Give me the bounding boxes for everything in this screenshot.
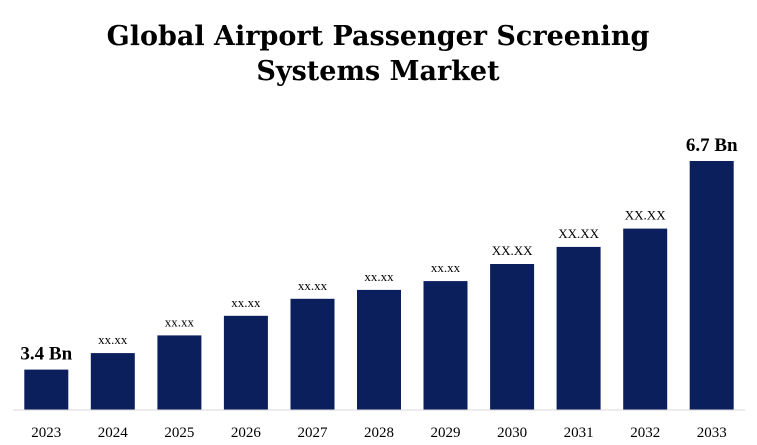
chart-title-line-1: Global Airport Passenger Screening xyxy=(107,21,650,52)
bar-2030 xyxy=(490,264,535,410)
chart-title-line-2: Systems Market xyxy=(256,56,500,87)
x-tick-label-2031: 2031 xyxy=(564,425,594,441)
bar-2023 xyxy=(24,369,69,410)
data-label-2023: 3.4 Bn xyxy=(20,344,72,365)
data-label-2030: XX.XX xyxy=(492,243,533,258)
x-tick-label-2024: 2024 xyxy=(98,425,129,441)
data-label-2024: xx.xx xyxy=(98,332,128,347)
x-tick-label-2023: 2023 xyxy=(31,425,61,441)
bar-2026 xyxy=(223,315,268,410)
data-label-2026: xx.xx xyxy=(231,295,261,310)
x-tick-label-2029: 2029 xyxy=(431,425,461,441)
bar-2031 xyxy=(556,246,601,410)
bar-2029 xyxy=(423,281,468,410)
bar-2025 xyxy=(157,335,202,410)
bar-2027 xyxy=(290,298,335,410)
data-label-2028: xx.xx xyxy=(364,269,394,284)
x-tick-label-2025: 2025 xyxy=(164,425,194,441)
bars-group: 3.4 Bn 2023 xx.xx 2024 xx.xx 2025 xx.xx 2026 xx.… xyxy=(20,135,738,441)
x-tick-label-2027: 2027 xyxy=(298,425,329,441)
x-tick-label-2032: 2032 xyxy=(630,425,660,441)
x-tick-label-2030: 2030 xyxy=(497,425,527,441)
x-tick-label-2028: 2028 xyxy=(364,425,394,441)
data-label-2025: xx.xx xyxy=(165,314,195,329)
data-label-2031: XX.XX xyxy=(558,226,599,241)
x-tick-label-2026: 2026 xyxy=(231,425,262,441)
data-label-2032: XX.XX xyxy=(625,208,666,223)
bar-2028 xyxy=(357,289,401,410)
data-label-2029: xx.xx xyxy=(431,260,461,275)
bar-2033 xyxy=(689,161,734,410)
bar-2032 xyxy=(623,228,668,410)
data-label-2027: xx.xx xyxy=(298,278,328,293)
data-label-2033: 6.7 Bn xyxy=(686,135,738,156)
x-tick-label-2033: 2033 xyxy=(697,425,727,441)
bar-2024 xyxy=(90,353,135,410)
